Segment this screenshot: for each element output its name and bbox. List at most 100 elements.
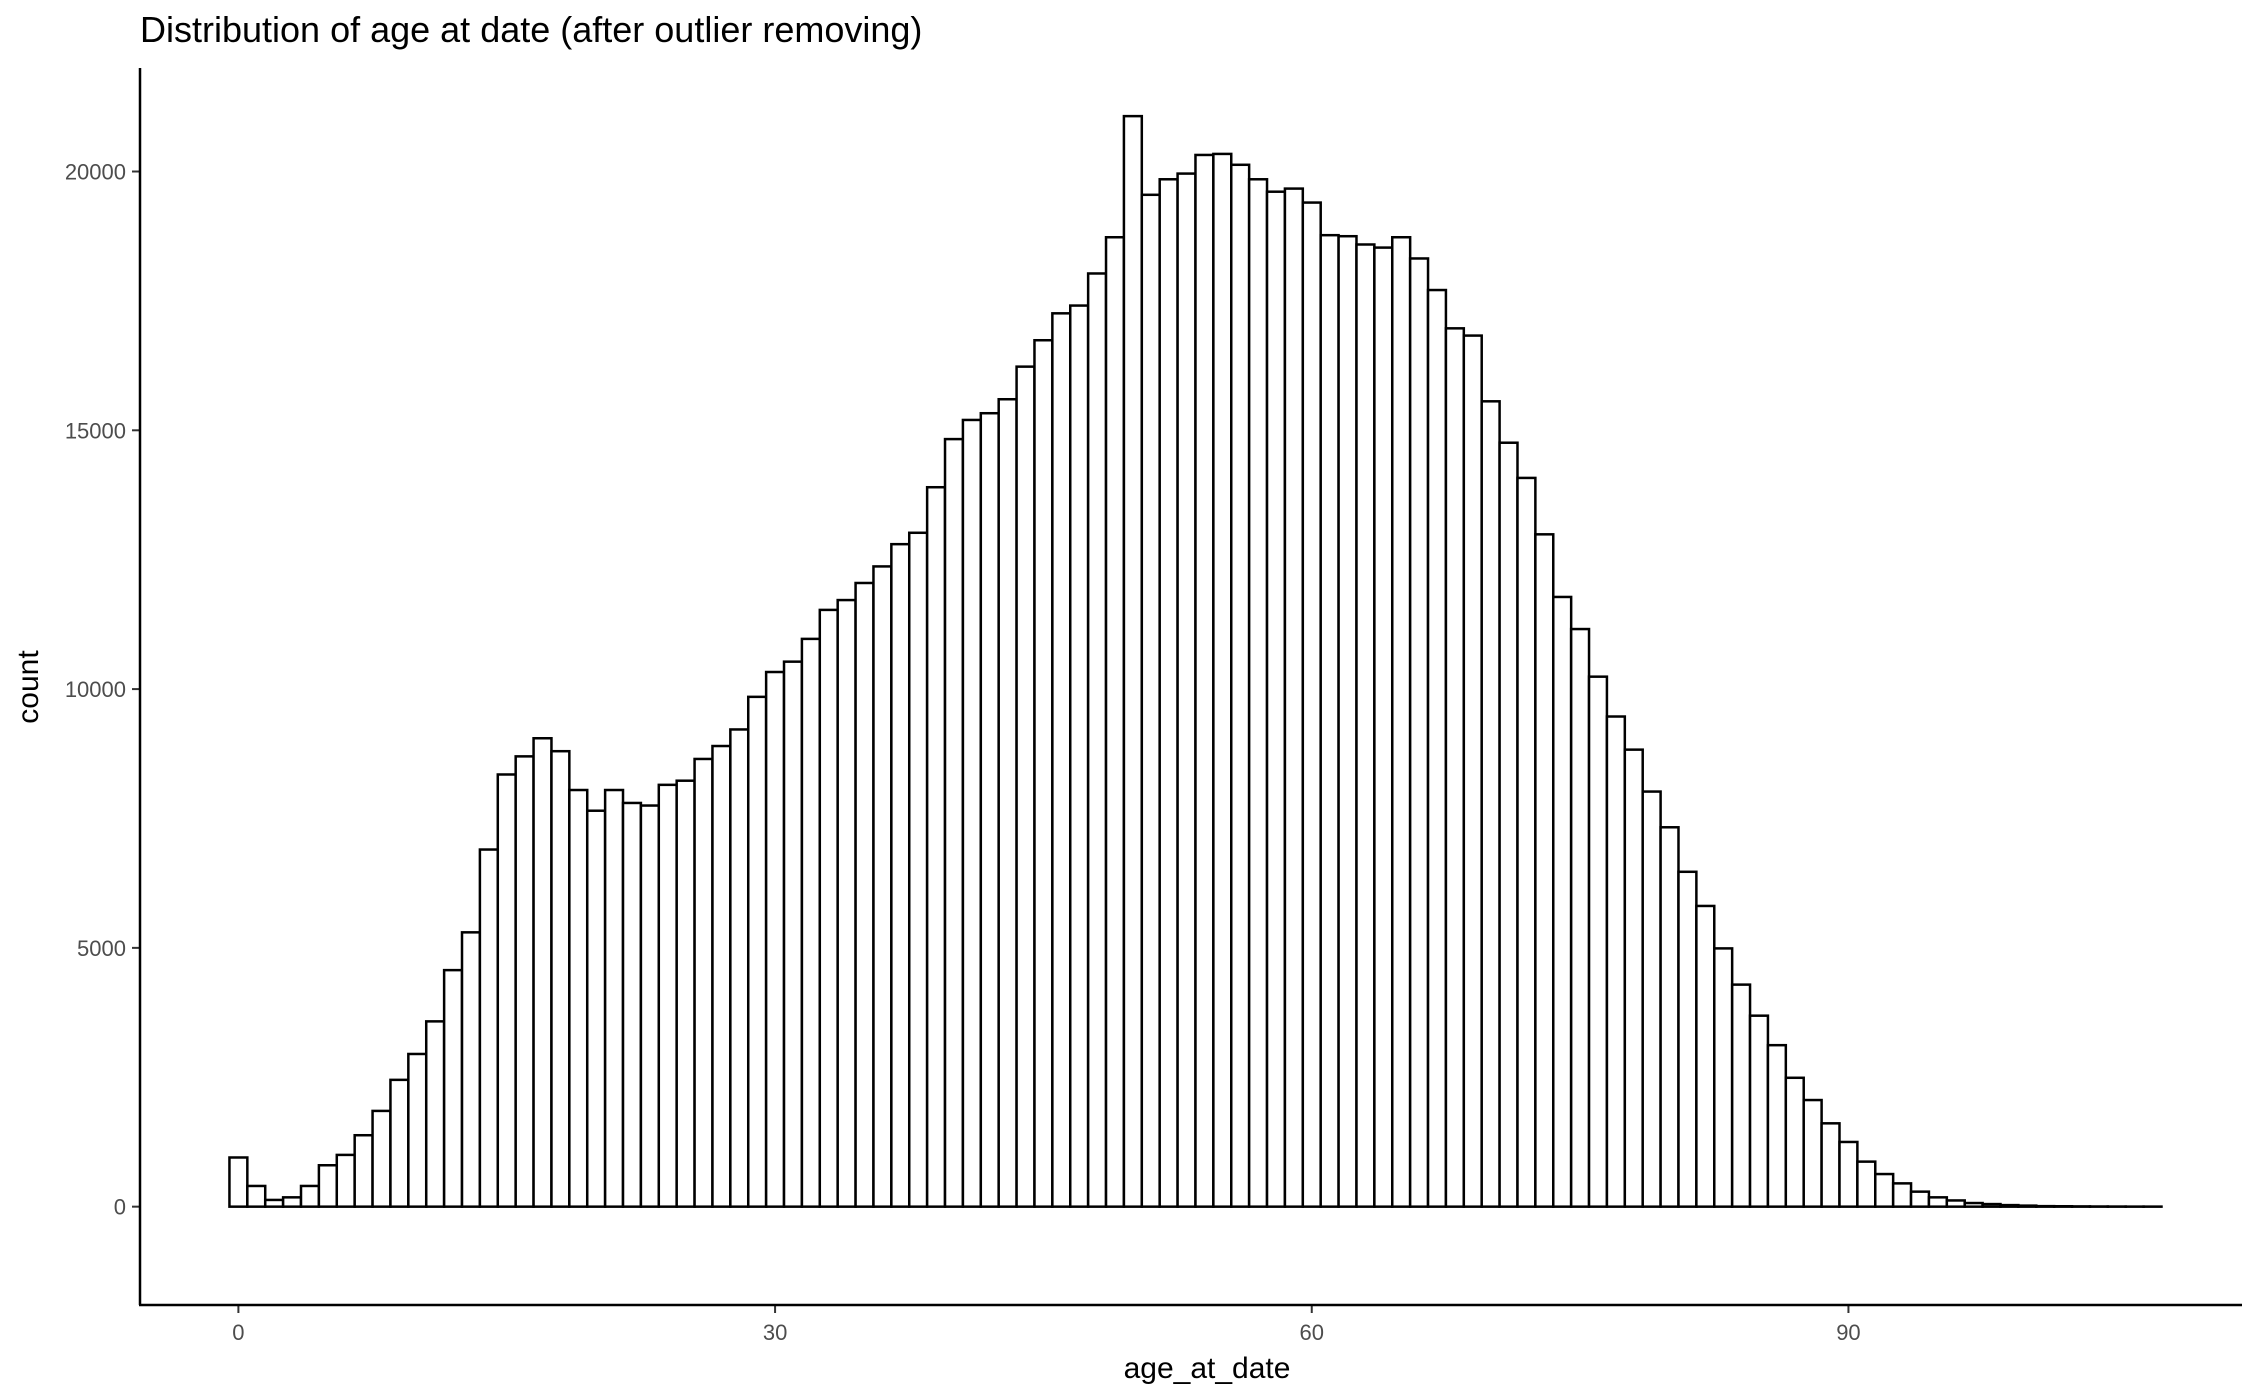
histogram-bar <box>371 1109 392 1208</box>
histogram-bar <box>1820 1122 1841 1208</box>
histogram-bar <box>961 418 983 1208</box>
histogram-bar <box>729 728 750 1208</box>
histogram-bar <box>1856 1160 1877 1208</box>
histogram-bar <box>1373 246 1394 1208</box>
histogram-bar <box>317 1164 339 1208</box>
histogram-bar <box>1909 1190 1931 1208</box>
histogram-bar <box>675 779 696 1208</box>
histogram-bar <box>800 637 822 1208</box>
histogram-bar <box>1194 153 1215 1208</box>
histogram-bar <box>281 1196 303 1208</box>
histogram-bar <box>1963 1201 1984 1208</box>
y-axis-label: count <box>12 650 45 724</box>
histogram-bar <box>1498 441 1519 1208</box>
histogram-bar <box>1444 327 1466 1208</box>
histogram-bar <box>818 608 839 1208</box>
histogram-bar <box>1766 1043 1788 1208</box>
histogram-bar <box>1247 178 1269 1208</box>
histogram-bar <box>442 968 464 1208</box>
histogram-bar <box>1426 288 1448 1208</box>
histogram-bar <box>2035 1204 2056 1208</box>
histogram-bar <box>407 1052 428 1208</box>
histogram-bar <box>1086 272 1108 1208</box>
histogram-bar <box>1874 1172 1895 1208</box>
histogram-bar <box>693 757 714 1208</box>
histogram-bar <box>1713 947 1734 1208</box>
histogram-bar <box>639 804 661 1208</box>
x-axis-ticks: 0 30 60 90 <box>232 1305 1861 1345</box>
histogram-bar <box>532 737 553 1208</box>
histogram-bar <box>460 931 482 1208</box>
histogram-bar <box>1212 152 1233 1208</box>
histogram-bar <box>424 1020 446 1208</box>
histogram-bar <box>1158 178 1179 1208</box>
histogram-bar <box>353 1133 374 1208</box>
histogram-bar <box>263 1198 285 1208</box>
histogram-bar <box>478 848 500 1208</box>
histogram-bar <box>1999 1203 2020 1208</box>
histogram-bar <box>836 598 857 1208</box>
histogram-bar <box>1265 190 1287 1208</box>
histogram-bar <box>764 670 786 1208</box>
y-tick-label: 5000 <box>77 936 126 961</box>
y-axis-ticks: 0 5000 10000 15000 20000 <box>65 160 140 1220</box>
histogram-bar <box>1319 233 1340 1208</box>
histogram-bar <box>1784 1076 1805 1208</box>
histogram-bar <box>1945 1199 1966 1208</box>
x-tick-label: 0 <box>232 1320 244 1345</box>
histogram-bar <box>979 411 1000 1208</box>
histogram-bar <box>496 773 517 1208</box>
histogram-bar <box>1659 826 1680 1208</box>
histogram-bar <box>1623 748 1644 1208</box>
histogram-bar <box>514 755 535 1208</box>
histogram-bar <box>997 397 1018 1208</box>
histogram-bar <box>1838 1140 1859 1208</box>
histogram-bar <box>1462 334 1483 1208</box>
histogram-bar <box>907 531 929 1208</box>
histogram-bar <box>1516 476 1537 1208</box>
histogram-bar <box>1104 235 1126 1208</box>
histogram-bar <box>246 1184 267 1208</box>
x-tick-label: 60 <box>1300 1320 1324 1345</box>
histogram-bar <box>1552 595 1573 1208</box>
histogram-bar <box>1534 533 1555 1208</box>
histogram-bar <box>1051 312 1072 1208</box>
histogram-bar <box>1301 201 1322 1208</box>
histogram-bar <box>890 542 911 1208</box>
histogram-bar <box>1140 193 1161 1208</box>
histogram-bar <box>1569 627 1591 1208</box>
y-tick-label: 20000 <box>65 160 126 185</box>
histogram-bar <box>1337 234 1358 1208</box>
histogram-bar <box>872 565 893 1208</box>
histogram-bar <box>568 788 589 1208</box>
histogram-bar <box>1033 338 1054 1208</box>
histogram-bar <box>585 809 607 1208</box>
histogram-bar <box>228 1156 249 1208</box>
histogram-bar <box>621 801 643 1208</box>
histogram-bar <box>1176 172 1197 1208</box>
histogram-bar <box>1981 1202 2002 1208</box>
histogram-bar <box>1927 1196 1949 1208</box>
chart-title: Distribution of age at date (after outli… <box>140 9 922 50</box>
histogram-bar <box>1068 304 1090 1208</box>
histogram-bar <box>746 695 768 1208</box>
histogram-bar <box>1695 904 1716 1208</box>
histogram-bar <box>1230 163 1251 1208</box>
histogram-bar <box>1730 983 1752 1208</box>
histogram-bar <box>299 1184 321 1208</box>
histogram-bar <box>1677 870 1698 1208</box>
histogram-bar <box>925 485 947 1208</box>
histogram-bar <box>1641 790 1662 1208</box>
y-tick-label: 10000 <box>65 677 126 702</box>
histogram-bar <box>782 660 804 1208</box>
histogram-bar <box>389 1078 410 1208</box>
histogram-bar <box>1408 257 1430 1208</box>
histogram-bar <box>1802 1098 1823 1208</box>
histogram-bar <box>1283 187 1305 1208</box>
histogram-bar <box>1391 235 1412 1208</box>
x-tick-label: 30 <box>763 1320 787 1345</box>
x-tick-label: 90 <box>1836 1320 1860 1345</box>
histogram-bar <box>335 1153 356 1208</box>
histogram-bar <box>854 581 875 1208</box>
